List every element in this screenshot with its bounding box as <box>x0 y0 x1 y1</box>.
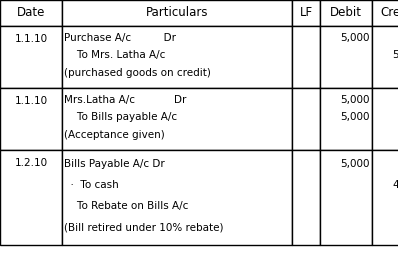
Text: 1.2.10: 1.2.10 <box>14 158 48 168</box>
Text: 5,000: 5,000 <box>341 112 370 122</box>
Bar <box>292 0 320 26</box>
Text: Mrs.Latha A/c            Dr: Mrs.Latha A/c Dr <box>64 94 186 104</box>
Bar <box>62 150 292 245</box>
Text: Purchase A/c          Dr: Purchase A/c Dr <box>64 33 176 43</box>
Text: Date: Date <box>17 7 45 20</box>
Text: 5,000: 5,000 <box>341 33 370 43</box>
Bar <box>320 26 372 88</box>
Text: Particulars: Particulars <box>146 7 208 20</box>
Text: Credit: Credit <box>380 7 398 20</box>
Text: To Rebate on Bills A/c: To Rebate on Bills A/c <box>64 201 188 211</box>
Bar <box>0 88 62 150</box>
Bar <box>320 0 372 26</box>
Text: To Mrs. Latha A/c: To Mrs. Latha A/c <box>64 50 166 60</box>
Bar <box>0 26 62 88</box>
Bar <box>62 26 292 88</box>
Text: ·  To cash: · To cash <box>64 180 119 190</box>
Bar <box>0 0 62 26</box>
Text: Bills Payable A/c Dr: Bills Payable A/c Dr <box>64 159 165 169</box>
Text: To Bills payable A/c: To Bills payable A/c <box>64 112 177 122</box>
Text: (Acceptance given): (Acceptance given) <box>64 130 165 140</box>
Bar <box>62 88 292 150</box>
Bar <box>292 150 320 245</box>
Bar <box>372 0 398 26</box>
Text: 4,917: 4,917 <box>392 180 398 190</box>
Text: (Bill retired under 10% rebate): (Bill retired under 10% rebate) <box>64 222 224 232</box>
Bar <box>372 150 398 245</box>
Bar <box>292 88 320 150</box>
Text: LF: LF <box>299 7 312 20</box>
Text: 1.1.10: 1.1.10 <box>14 96 48 106</box>
Text: (purchased goods on credit): (purchased goods on credit) <box>64 68 211 78</box>
Bar <box>0 150 62 245</box>
Bar <box>320 150 372 245</box>
Text: 5,000: 5,000 <box>392 50 398 60</box>
Text: Debit: Debit <box>330 7 362 20</box>
Bar <box>320 88 372 150</box>
Bar <box>62 0 292 26</box>
Bar <box>372 88 398 150</box>
Bar <box>372 26 398 88</box>
Text: 5,000: 5,000 <box>341 159 370 169</box>
Bar <box>292 26 320 88</box>
Text: 1.1.10: 1.1.10 <box>14 34 48 44</box>
Text: 5,000: 5,000 <box>341 94 370 104</box>
